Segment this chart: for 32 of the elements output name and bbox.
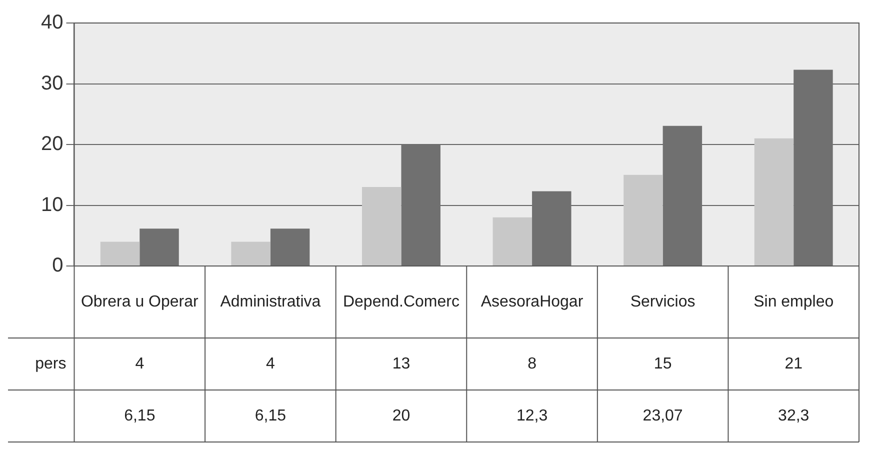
x-tick-label: AsesoraHogar [480, 293, 584, 310]
y-tick-label: 0 [52, 254, 64, 277]
y-tick-label: 30 [40, 72, 64, 94]
x-tick-label: Depend.Comerc [342, 293, 460, 310]
data-label: 12,3 [516, 407, 548, 424]
bar [754, 138, 794, 266]
data-label: 4 [266, 355, 275, 372]
text: pers [35, 355, 66, 372]
x-tick-label: Servicios [630, 293, 696, 310]
x-tick-label: Administrativa [220, 293, 321, 310]
data-label: 6,15 [124, 407, 156, 424]
y-tick-label: 40 [40, 12, 64, 34]
bar [270, 228, 310, 266]
bar [362, 187, 402, 266]
data-label: 15 [654, 355, 672, 372]
bar [231, 242, 270, 266]
data-label: 8 [528, 355, 537, 372]
bar [100, 242, 140, 266]
data-label: 4 [135, 355, 144, 372]
y-tick-label: 20 [40, 133, 64, 156]
bar [624, 174, 663, 266]
data-label: 13 [392, 355, 410, 372]
data-label: 23,07 [642, 407, 683, 424]
data-label: 6,15 [254, 407, 286, 424]
y-tick-label: 10 [40, 194, 64, 216]
data-label: 20 [392, 407, 410, 424]
x-tick-label: Sin empleo [754, 293, 834, 310]
data-label: 21 [784, 355, 803, 372]
data-label: 32,3 [778, 407, 810, 424]
bar [140, 228, 179, 266]
bar [492, 217, 532, 266]
x-tick-label: Obrera u Operar [80, 293, 199, 310]
